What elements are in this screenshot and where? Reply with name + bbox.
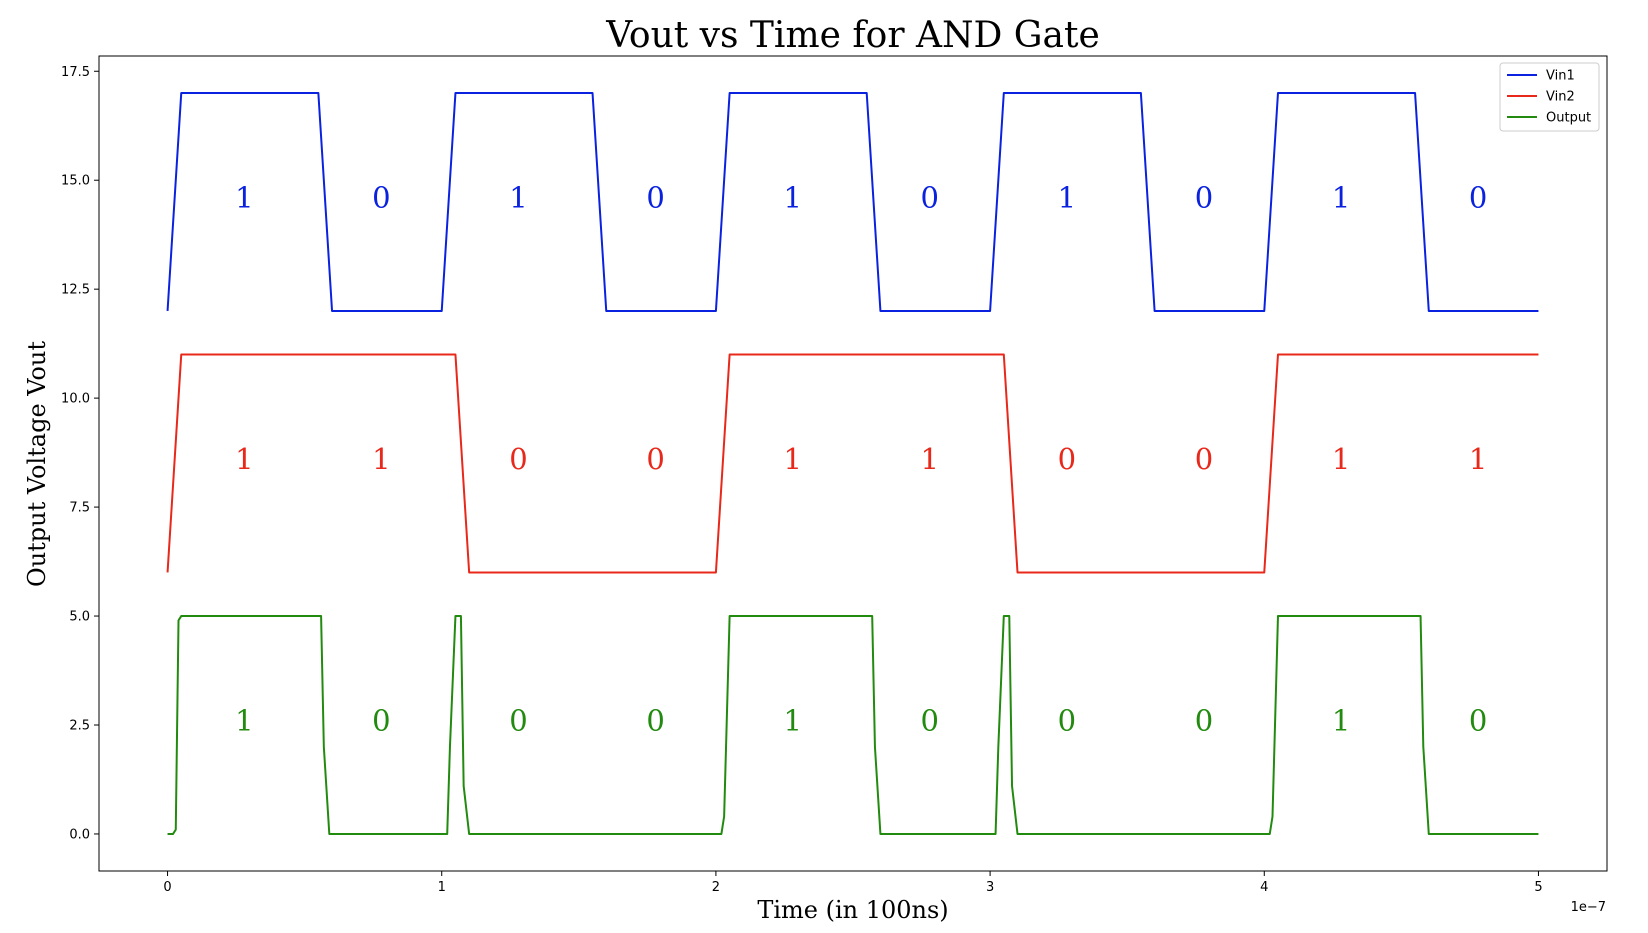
series-lines [166,92,1539,835]
chart-title: Vout vs Time for AND Gate [605,15,1100,56]
bit-label-output: 1 [235,704,253,738]
bit-label-vin2: 0 [1195,442,1213,476]
bit-label-vin2: 0 [1058,442,1076,476]
y-tick-label: 15.0 [61,174,90,189]
bit-label-vin2: 1 [1332,442,1350,476]
y-tick-label: 10.0 [61,392,90,407]
bit-label-vin1: 1 [235,181,253,215]
y-axis: 0.0 2.5 5.0 7.5 10.0 12.5 15.0 17.5 [61,65,99,842]
bit-label-output: 0 [1195,704,1213,738]
bit-label-vin1: 1 [1332,181,1350,215]
y-tick-label: 0.0 [69,827,90,842]
legend-label-vin2: Vin2 [1546,90,1575,105]
bit-label-output: 0 [372,704,390,738]
bit-label-vin2: 1 [921,442,939,476]
y-tick-label: 5.0 [69,610,90,625]
bit-label-vin1: 0 [646,181,664,215]
bit-label-vin1: 1 [1058,181,1076,215]
bit-label-vin2: 1 [372,442,390,476]
bit-label-vin2: 1 [235,442,253,476]
bit-label-output: 0 [921,704,939,738]
bit-label-vin1: 1 [509,181,527,215]
y-tick-label: 17.5 [61,65,90,80]
series-line-vin1 [166,92,1539,312]
x-tick-label: 0 [163,880,171,895]
x-offset-label: 1e−7 [1571,900,1606,915]
bit-label-vin1: 1 [783,181,801,215]
x-tick-label: 4 [1260,880,1268,895]
bit-label-output: 0 [646,704,664,738]
series-line-vin2 [166,353,1539,574]
bit-label-vin2: 0 [509,442,527,476]
bit-label-vin1: 0 [921,181,939,215]
bit-annotations: 1 0 1 0 1 0 1 0 1 0 1 1 0 0 1 1 0 0 1 1 1 0 0 0 1 0 0 0 1 0 [235,181,1487,738]
bit-label-output: 0 [1469,704,1487,738]
bit-label-output: 0 [1058,704,1076,738]
bit-label-output: 0 [509,704,527,738]
bit-label-output: 1 [783,704,801,738]
x-tick-label: 2 [712,880,720,895]
legend-label-vin1: Vin1 [1546,69,1575,84]
legend-frame [1499,62,1600,132]
x-tick-label: 5 [1534,880,1542,895]
bit-label-vin2: 0 [646,442,664,476]
bit-label-vin2: 1 [783,442,801,476]
legend-label-output: Output [1546,111,1591,126]
series-line-output [167,615,1539,835]
y-axis-label: Output Voltage Vout [23,341,51,587]
bit-label-vin1: 0 [1469,181,1487,215]
y-tick-label: 2.5 [69,718,90,733]
bit-label-vin2: 1 [1469,442,1487,476]
legend: Vin1 Vin2 Output [1499,62,1600,132]
x-axis: 0 1 2 3 4 5 [163,871,1543,895]
y-tick-label: 12.5 [61,283,90,298]
bit-label-output: 1 [1332,704,1350,738]
plot-area [98,55,1608,872]
x-axis-label: Time (in 100ns) [757,896,948,924]
bit-label-vin1: 0 [372,181,390,215]
y-tick-label: 7.5 [69,501,90,516]
x-tick-label: 3 [986,880,994,895]
x-tick-label: 1 [438,880,446,895]
bit-label-vin1: 0 [1195,181,1213,215]
